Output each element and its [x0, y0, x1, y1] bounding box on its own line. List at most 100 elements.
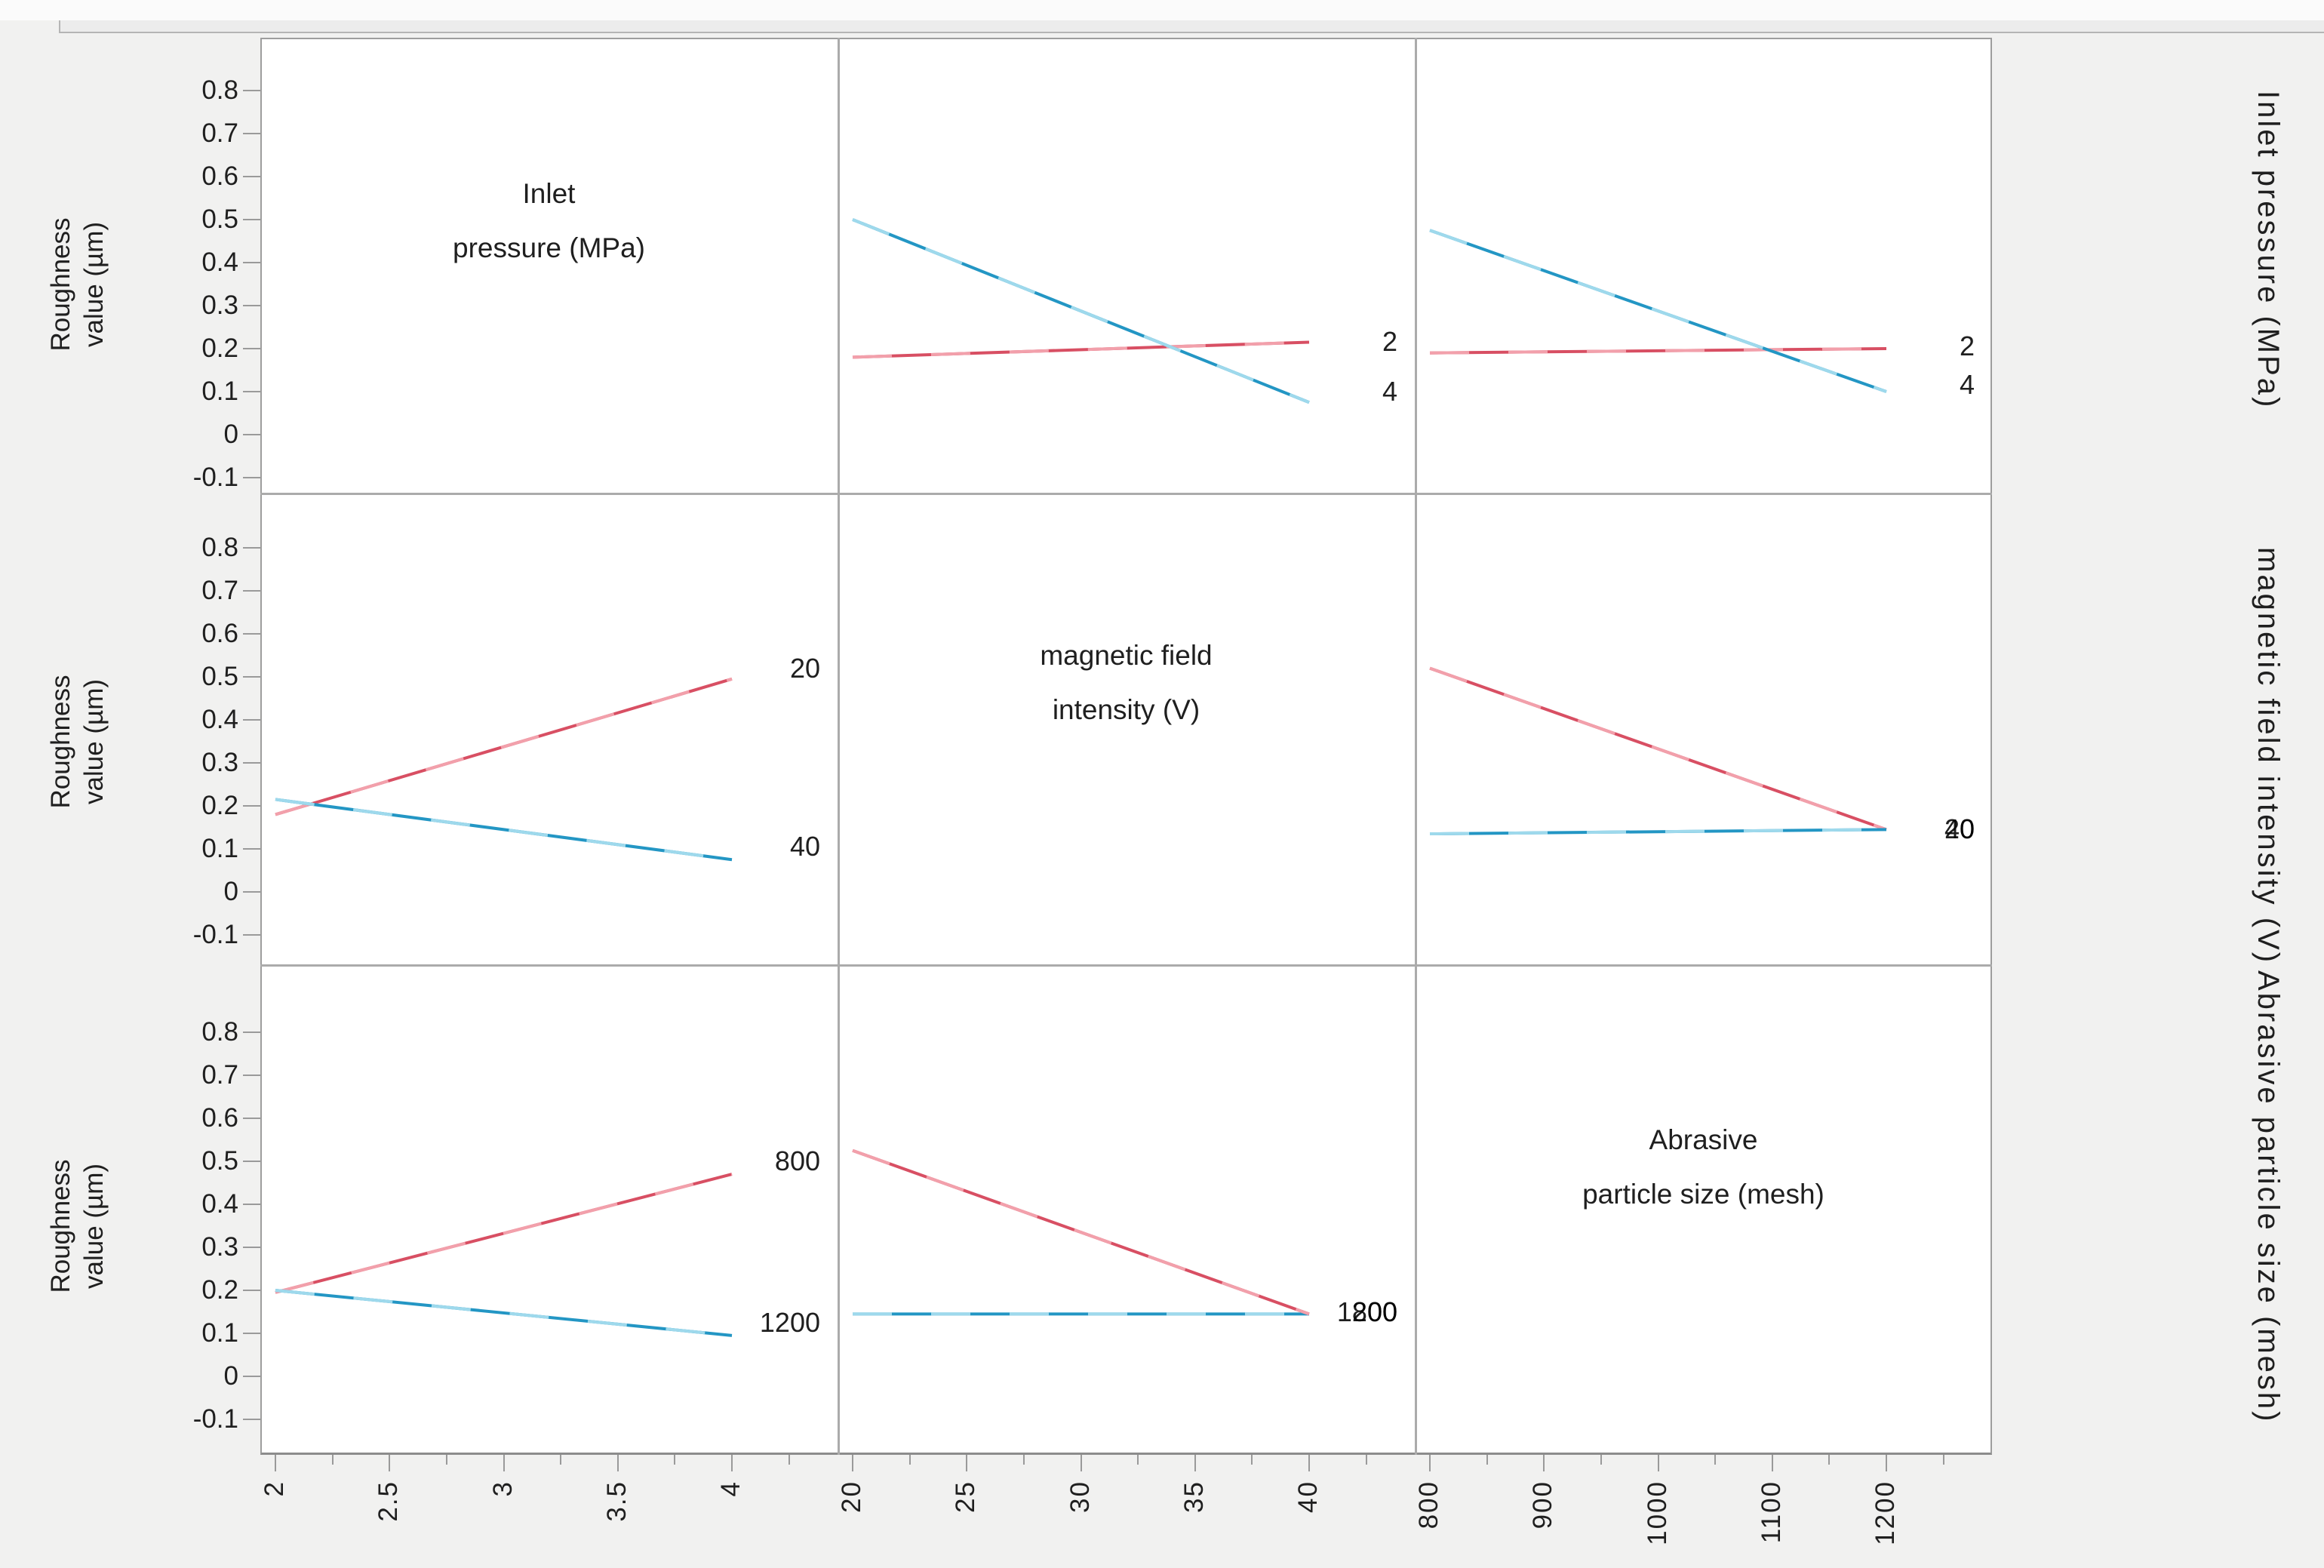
y-tick-mark: [243, 1204, 260, 1205]
y-tick-mark: [243, 805, 260, 807]
y-tick-label: 0.8: [201, 1017, 238, 1047]
y-tick-mark: [243, 1031, 260, 1033]
diagonal-label-magnetic-field: magnetic field intensity (V): [838, 641, 1415, 725]
x-tick-mark: [966, 1455, 968, 1471]
y-tick-mark: [243, 1161, 260, 1162]
series-level-label-1200: 1200: [1336, 1296, 1397, 1327]
window-top-strip: [0, 0, 2324, 20]
panel-r1c2[interactable]: [838, 38, 1415, 493]
x-minor-tick-mark: [1251, 1455, 1253, 1465]
y-tick-label: 0.7: [201, 576, 238, 605]
x-tick-label: 20: [837, 1480, 866, 1513]
y-tick-label: 0.4: [201, 705, 238, 734]
y-tick-mark: [243, 477, 260, 478]
y-tick-label: 0.3: [201, 1232, 238, 1262]
y-tick-label: 0: [223, 877, 238, 906]
right-row-label-wrap-1: Inlet pressure (MPa): [2246, 38, 2291, 493]
y-tick-label: 0.4: [201, 247, 238, 277]
y-tick-label: 0.5: [201, 204, 238, 234]
y-tick-label: 0.7: [201, 118, 238, 148]
panel-r2c1[interactable]: [260, 493, 838, 964]
x-tick-label: 800: [1414, 1480, 1443, 1530]
x-tick-label: 4: [716, 1480, 745, 1497]
y-tick-label: 0.1: [201, 377, 238, 406]
x-tick-mark: [1886, 1455, 1887, 1471]
y-tick-label: 0.7: [201, 1060, 238, 1090]
grid-divider-vertical-2: [1415, 38, 1417, 1455]
x-tick-mark: [1543, 1455, 1545, 1471]
y-axis-title-line2: value (µm): [79, 1163, 109, 1289]
y-tick-mark: [243, 762, 260, 764]
x-tick-label: 25: [951, 1480, 981, 1513]
panel-r3c1[interactable]: [260, 964, 838, 1455]
y-axis-title-line1: Roughness: [46, 217, 75, 352]
panel-r3c2[interactable]: [838, 964, 1415, 1455]
y-tick-mark: [243, 434, 260, 435]
y-tick-label: 0.2: [201, 334, 238, 363]
diagonal-label-inlet-pressure: Inlet pressure (MPa): [260, 179, 838, 263]
series-level-label-40: 40: [789, 831, 820, 862]
right-row-label-inlet-pressure: Inlet pressure (MPa): [2252, 91, 2285, 410]
y-tick-mark: [243, 934, 260, 936]
y-tick-mark: [243, 633, 260, 635]
x-tick-label: 1000: [1642, 1480, 1672, 1545]
horizontal-scrollbar[interactable]: [59, 20, 2324, 33]
series-level-label-4: 4: [1959, 369, 1975, 401]
x-tick-mark: [852, 1455, 853, 1471]
y-tick-label: 0.5: [201, 662, 238, 691]
y-tick-label: -0.1: [192, 920, 238, 949]
y-tick-mark: [243, 1118, 260, 1119]
x-tick-mark: [1657, 1455, 1659, 1471]
x-minor-tick-mark: [1486, 1455, 1488, 1465]
panel-r1c1[interactable]: [260, 38, 838, 493]
grid-divider-horizontal-1: [260, 493, 1992, 495]
y-tick-mark: [243, 590, 260, 592]
y-tick-mark: [243, 176, 260, 177]
panel-r2c2[interactable]: [838, 493, 1415, 964]
y-tick-label: 0.2: [201, 1275, 238, 1305]
y-axis-title-line2: value (µm): [79, 678, 109, 804]
y-tick-mark: [243, 305, 260, 306]
series-level-label-2: 2: [1959, 331, 1975, 362]
y-tick-label: 0.6: [201, 1103, 238, 1133]
x-tick-label: 3.5: [601, 1480, 632, 1522]
y-tick-mark: [243, 219, 260, 220]
panel-r3c3[interactable]: [1415, 964, 1992, 1455]
series-level-label-800: 800: [774, 1145, 820, 1176]
y-axis-title: Roughness value (µm): [45, 617, 111, 866]
x-minor-tick-mark: [1714, 1455, 1717, 1465]
x-tick-mark: [503, 1455, 505, 1471]
y-axis-title-line1: Roughness: [46, 1158, 75, 1293]
x-tick-label: 2: [260, 1480, 289, 1497]
y-tick-label: 0.6: [201, 161, 238, 191]
x-tick-label: 35: [1179, 1480, 1209, 1513]
y-axis-title: Roughness value (µm): [45, 1102, 111, 1351]
y-tick-label: 0.4: [201, 1189, 238, 1219]
y-tick-mark: [243, 1376, 260, 1377]
y-tick-label: 0.1: [201, 1318, 238, 1348]
y-tick-mark: [243, 719, 260, 721]
y-tick-mark: [243, 348, 260, 349]
x-tick-mark: [389, 1455, 391, 1471]
x-minor-tick-mark: [560, 1455, 562, 1465]
y-tick-label: 0.5: [201, 1146, 238, 1176]
panel-r2c3[interactable]: [1415, 493, 1992, 964]
y-tick-mark: [243, 1419, 260, 1420]
y-axis-title: Roughness value (µm): [45, 160, 111, 409]
diagonal-label-line2: intensity (V): [1052, 694, 1200, 725]
panel-r1c3[interactable]: [1415, 38, 1992, 493]
x-minor-tick-mark: [1022, 1455, 1025, 1465]
x-tick-mark: [275, 1455, 276, 1471]
diagonal-label-line2: pressure (MPa): [453, 232, 645, 263]
x-tick-mark: [1308, 1455, 1310, 1471]
y-tick-label: 0.2: [201, 791, 238, 820]
y-tick-label: 0.8: [201, 533, 238, 562]
x-tick-mark: [616, 1455, 619, 1471]
diagonal-label-line2: particle size (mesh): [1582, 1179, 1824, 1210]
right-row-label-wrap-3: Abrasive particle size (mesh): [2246, 964, 2291, 1455]
series-level-label-40: 40: [1944, 813, 1975, 845]
right-row-label-wrap-2: magnetic field intensity (V): [2246, 493, 2291, 964]
series-level-label-4: 4: [1382, 376, 1397, 407]
x-tick-label: 3: [487, 1480, 518, 1497]
